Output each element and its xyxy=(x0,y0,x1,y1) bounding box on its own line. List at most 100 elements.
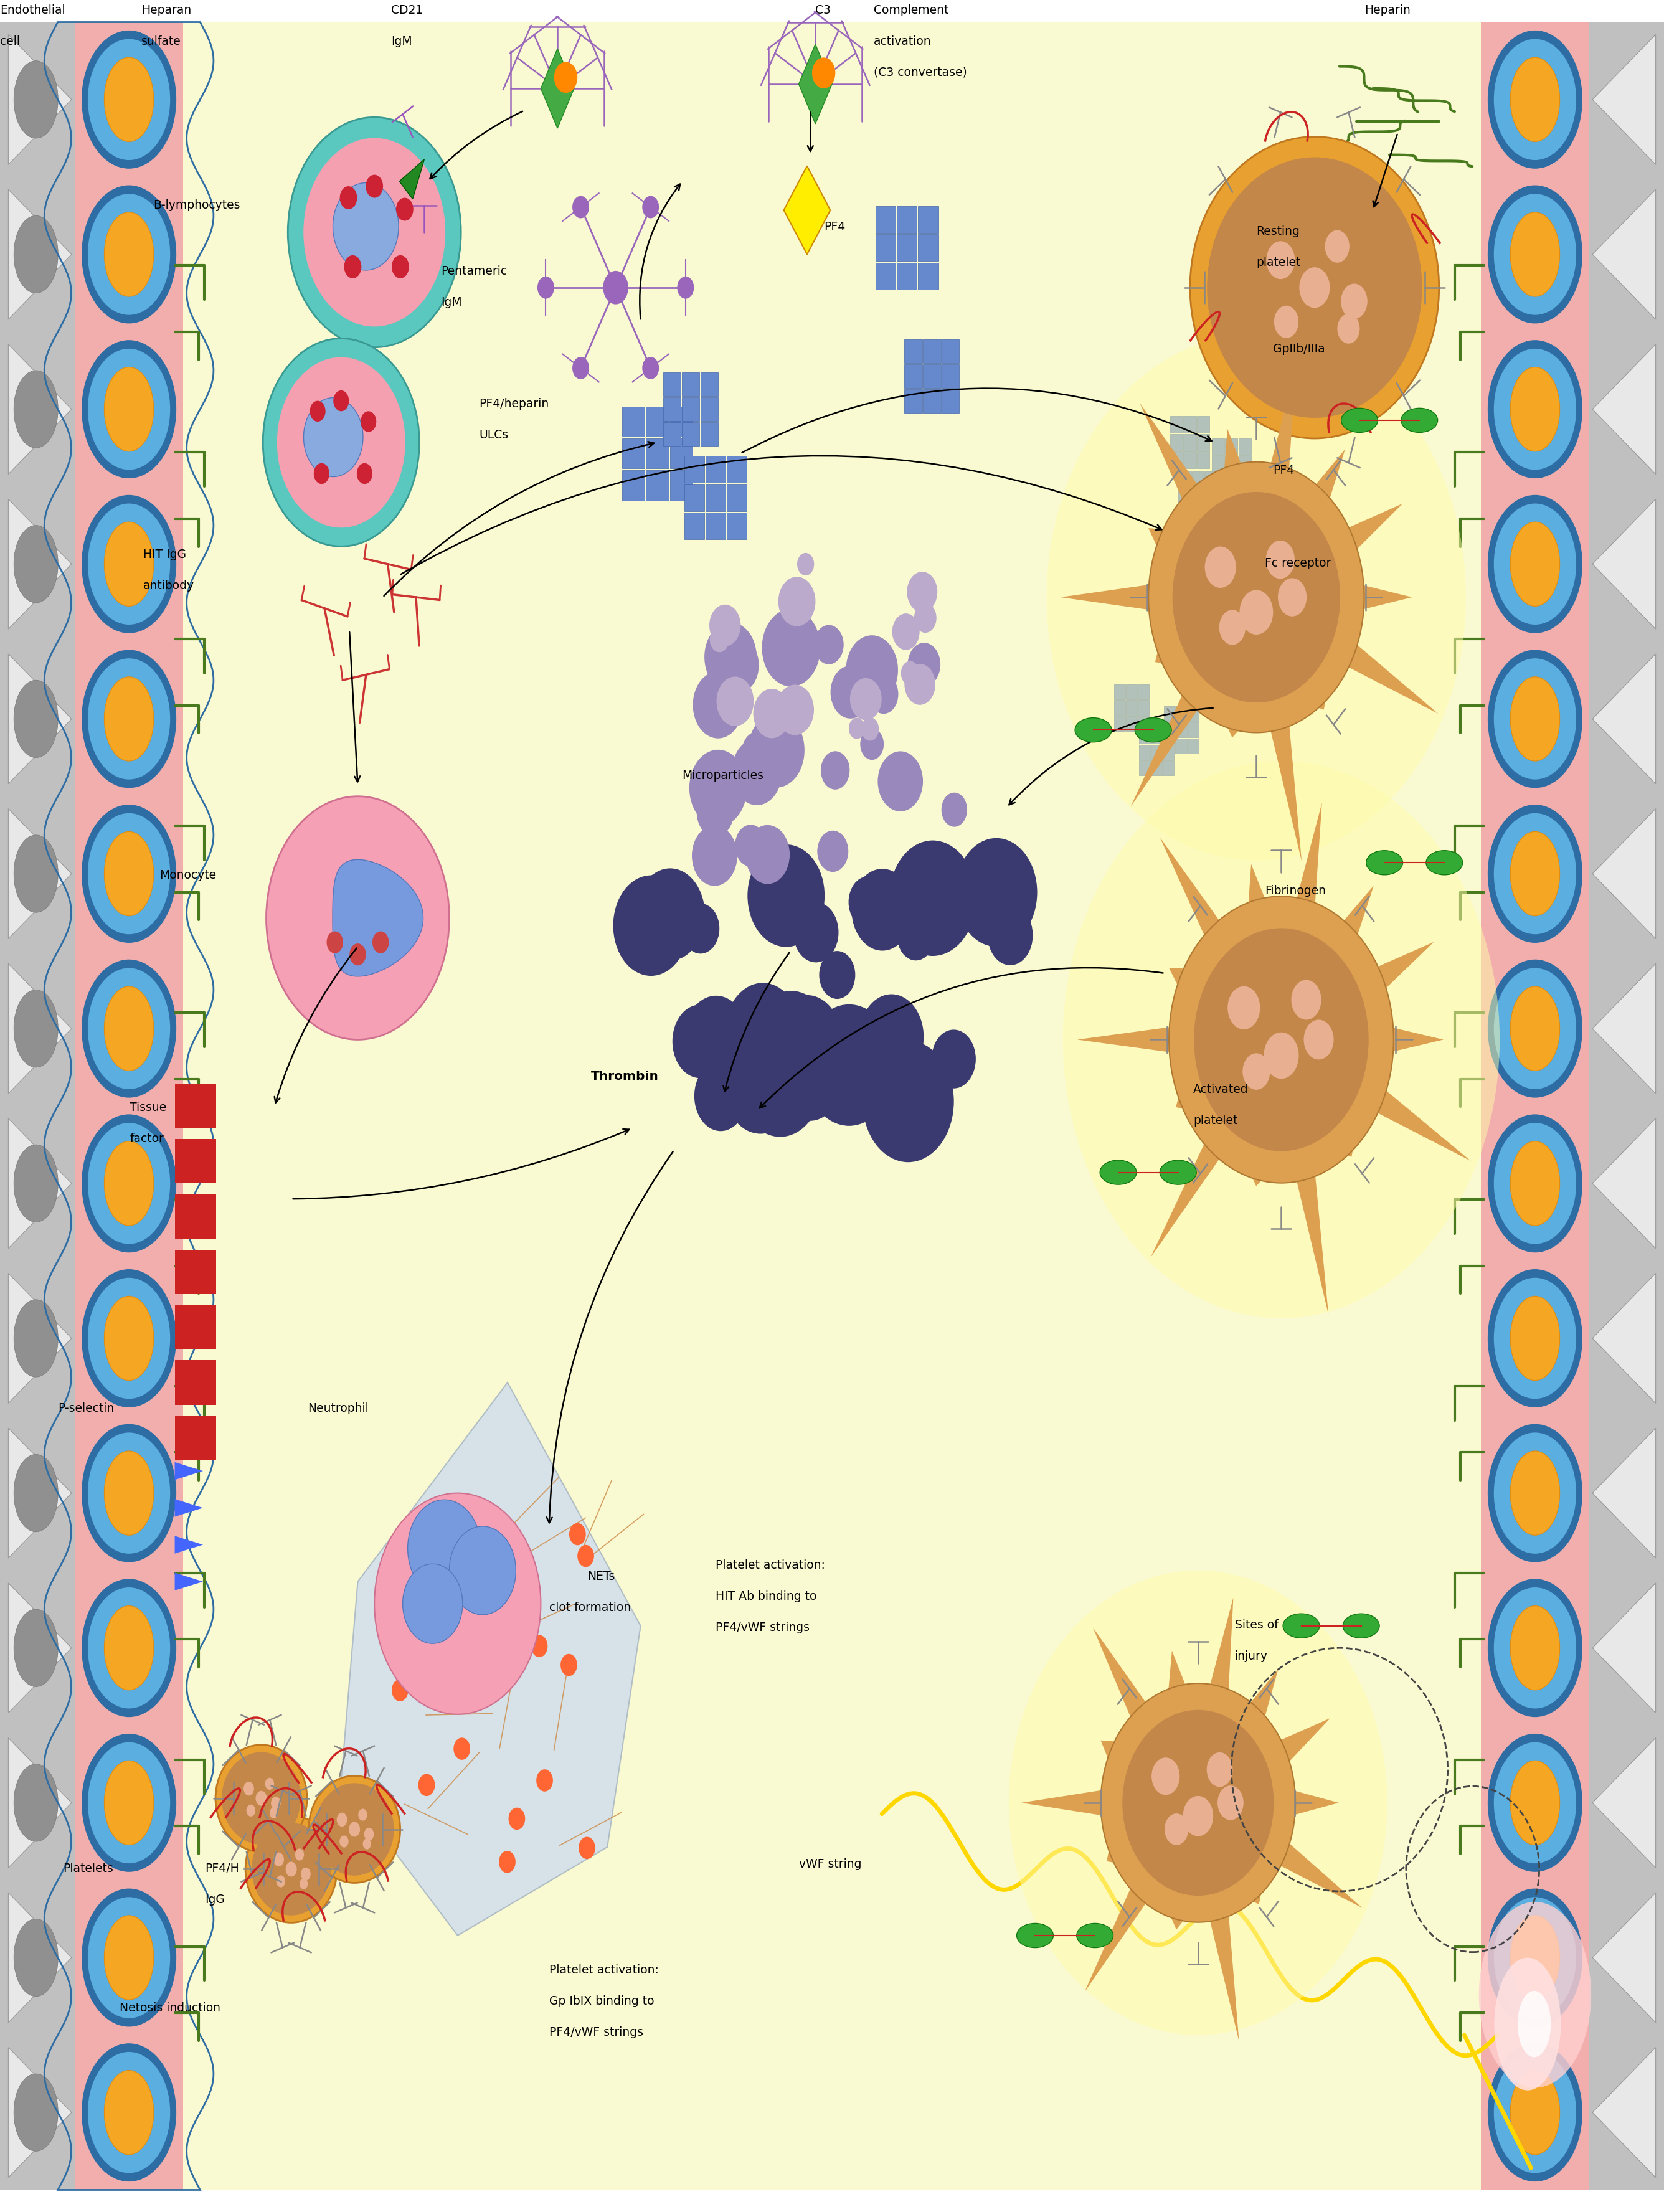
Ellipse shape xyxy=(105,1606,153,1690)
Ellipse shape xyxy=(1077,1924,1113,1949)
Ellipse shape xyxy=(105,1916,153,2000)
Ellipse shape xyxy=(82,2044,176,2181)
Circle shape xyxy=(717,677,754,726)
Polygon shape xyxy=(1290,1790,1338,1816)
Polygon shape xyxy=(1077,1026,1175,1053)
Ellipse shape xyxy=(1488,650,1582,787)
FancyBboxPatch shape xyxy=(875,234,895,261)
Circle shape xyxy=(361,411,376,431)
FancyBboxPatch shape xyxy=(622,407,644,436)
Circle shape xyxy=(295,1849,305,1860)
Ellipse shape xyxy=(105,1761,153,1845)
FancyBboxPatch shape xyxy=(1200,522,1213,540)
Polygon shape xyxy=(1345,504,1403,553)
Ellipse shape xyxy=(82,1270,176,1407)
Circle shape xyxy=(303,137,446,327)
Circle shape xyxy=(300,1878,308,1889)
Circle shape xyxy=(449,1526,516,1615)
Circle shape xyxy=(1341,283,1368,319)
Circle shape xyxy=(889,841,977,956)
FancyBboxPatch shape xyxy=(1163,745,1175,759)
Polygon shape xyxy=(8,1429,72,1557)
Ellipse shape xyxy=(1341,407,1378,434)
FancyBboxPatch shape xyxy=(1151,745,1161,759)
Polygon shape xyxy=(1592,1739,1656,1867)
FancyBboxPatch shape xyxy=(897,263,917,290)
Polygon shape xyxy=(175,1305,216,1349)
Text: Complement: Complement xyxy=(874,4,948,15)
Polygon shape xyxy=(1168,1650,1188,1697)
FancyBboxPatch shape xyxy=(701,422,719,447)
Circle shape xyxy=(301,1867,311,1880)
FancyBboxPatch shape xyxy=(904,389,922,414)
Circle shape xyxy=(1275,305,1298,338)
Ellipse shape xyxy=(1488,341,1582,478)
Polygon shape xyxy=(541,49,574,128)
Polygon shape xyxy=(175,1084,216,1128)
Ellipse shape xyxy=(82,1889,176,2026)
Text: platelet: platelet xyxy=(1193,1115,1238,1126)
Ellipse shape xyxy=(1102,1683,1296,1922)
Circle shape xyxy=(396,197,413,221)
Circle shape xyxy=(794,902,839,962)
Text: NETs: NETs xyxy=(587,1571,616,1582)
Text: cell: cell xyxy=(0,35,20,46)
Circle shape xyxy=(732,739,782,805)
Polygon shape xyxy=(1148,529,1168,553)
Polygon shape xyxy=(333,860,423,975)
FancyBboxPatch shape xyxy=(1163,728,1175,743)
Polygon shape xyxy=(8,1119,72,1248)
Circle shape xyxy=(561,1655,577,1677)
Circle shape xyxy=(697,787,734,836)
Circle shape xyxy=(877,752,924,812)
FancyBboxPatch shape xyxy=(1138,717,1150,732)
Polygon shape xyxy=(1592,35,1656,164)
Ellipse shape xyxy=(13,1146,58,1223)
FancyBboxPatch shape xyxy=(1183,451,1196,469)
Ellipse shape xyxy=(88,2053,170,2172)
Circle shape xyxy=(849,876,887,927)
Ellipse shape xyxy=(1479,1902,1591,2088)
Circle shape xyxy=(642,197,659,219)
Text: Endothelial: Endothelial xyxy=(0,4,65,15)
Circle shape xyxy=(1206,1752,1233,1787)
FancyBboxPatch shape xyxy=(1205,471,1218,489)
Circle shape xyxy=(917,659,937,686)
Ellipse shape xyxy=(88,969,170,1088)
FancyBboxPatch shape xyxy=(1138,684,1150,699)
Text: Fibrinogen: Fibrinogen xyxy=(1265,885,1326,896)
Circle shape xyxy=(942,792,967,827)
Circle shape xyxy=(458,1648,474,1670)
Ellipse shape xyxy=(105,677,153,761)
FancyBboxPatch shape xyxy=(727,513,747,540)
FancyBboxPatch shape xyxy=(1200,540,1213,557)
Circle shape xyxy=(724,1035,797,1135)
FancyBboxPatch shape xyxy=(1191,471,1205,489)
FancyBboxPatch shape xyxy=(1238,473,1251,491)
Ellipse shape xyxy=(1075,719,1112,743)
Ellipse shape xyxy=(251,1823,331,1916)
FancyBboxPatch shape xyxy=(646,471,669,500)
Circle shape xyxy=(1266,540,1295,580)
FancyBboxPatch shape xyxy=(671,407,692,436)
Text: Gp IbIX binding to: Gp IbIX binding to xyxy=(549,1995,654,2006)
Ellipse shape xyxy=(1206,157,1423,418)
Polygon shape xyxy=(1276,1840,1363,1909)
Circle shape xyxy=(554,62,577,93)
Ellipse shape xyxy=(1511,987,1559,1071)
FancyBboxPatch shape xyxy=(706,456,726,482)
Text: B-lymphocytes: B-lymphocytes xyxy=(153,199,240,210)
Circle shape xyxy=(804,1004,895,1126)
Ellipse shape xyxy=(13,1455,58,1533)
Ellipse shape xyxy=(82,1579,176,1717)
Circle shape xyxy=(1338,314,1359,343)
Circle shape xyxy=(1305,1020,1333,1060)
Circle shape xyxy=(349,945,366,964)
Circle shape xyxy=(270,1807,278,1818)
Ellipse shape xyxy=(1148,462,1364,732)
Ellipse shape xyxy=(215,1745,306,1851)
Circle shape xyxy=(366,175,383,197)
Polygon shape xyxy=(1592,655,1656,783)
Text: Activated: Activated xyxy=(1193,1084,1248,1095)
Polygon shape xyxy=(1130,688,1201,807)
